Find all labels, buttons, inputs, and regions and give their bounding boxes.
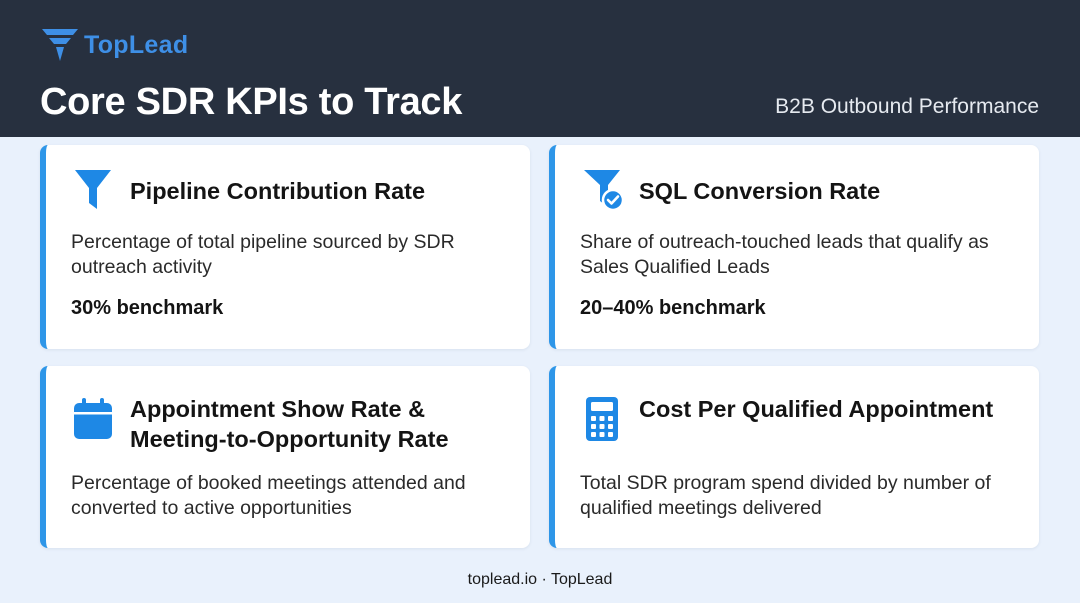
- kpi-card-pipeline-contribution: Pipeline Contribution Rate Percentage of…: [40, 145, 530, 349]
- kpi-card-appointment-show-rate: Appointment Show Rate & Meeting-to-Oppor…: [40, 366, 530, 548]
- kpi-title: SQL Conversion Rate: [639, 178, 881, 204]
- kpi-description: Percentage of booked meetings attended a…: [71, 472, 466, 519]
- kpi-card-sql-conversion: SQL Conversion Rate Share of outreach-to…: [549, 145, 1039, 349]
- kpi-description: Percentage of total pipeline sourced by …: [71, 231, 455, 278]
- kpi-description: Total SDR program spend divided by numbe…: [580, 472, 991, 519]
- kpi-benchmark: 20–40% benchmark: [580, 297, 766, 319]
- funnel-icon: [75, 170, 111, 209]
- kpi-description: Share of outreach-touched leads that qua…: [580, 231, 989, 278]
- page-subtitle: B2B Outbound Performance: [775, 95, 1039, 118]
- calculator-icon: [586, 397, 618, 441]
- kpi-title: Appointment Show Rate & Meeting-to-Oppor…: [130, 396, 449, 452]
- kpi-benchmark: 30% benchmark: [71, 297, 224, 319]
- calendar-icon: [74, 398, 112, 439]
- brand-logo[interactable]: TopLead: [40, 27, 188, 63]
- funnel-logo-icon: [42, 29, 78, 61]
- kpi-title: Cost Per Qualified Appointment: [639, 396, 994, 422]
- footer-credit: toplead.io · TopLead: [467, 571, 613, 588]
- funnel-check-icon: [584, 170, 625, 212]
- page-title: Core SDR KPIs to Track: [40, 81, 463, 123]
- kpi-card-cost-per-appointment: Cost Per Qualified Appointment Total SDR…: [549, 366, 1039, 548]
- kpi-title: Pipeline Contribution Rate: [130, 178, 426, 204]
- header: TopLead Core SDR KPIs to Track B2B Outbo…: [0, 0, 1080, 137]
- brand-name: TopLead: [84, 30, 189, 59]
